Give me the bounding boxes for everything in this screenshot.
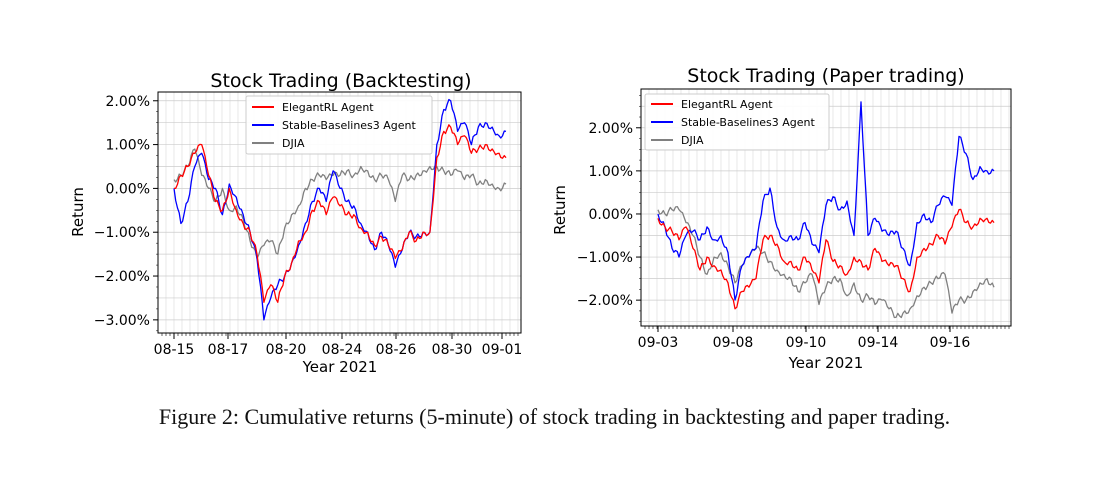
legend-label-djia: DJIA <box>681 134 704 147</box>
y-ticks: 2.00% 1.00% 0.00% −1.00% −2.00% −3.00% <box>94 94 158 332</box>
x-tick-label: 08-24 <box>322 342 363 358</box>
chart-backtesting: Stock Trading (Backtesting) 08-15 08-17 08… <box>69 70 522 376</box>
y-tick-label: −2.00% <box>94 269 150 285</box>
series-line-elegantrl-agent <box>174 124 507 303</box>
legend: ElegantRL Agent Stable-Baselines3 Agent … <box>644 93 830 151</box>
figure-caption: Figure 2: Cumulative returns (5-minute) … <box>158 404 951 429</box>
x-tick-label: 09-03 <box>638 335 679 351</box>
y-tick-label: 2.00% <box>589 121 633 137</box>
y-tick-label: 1.00% <box>106 138 150 154</box>
x-ticks: 08-15 08-17 08-20 08-24 08-26 08-30 09-01 <box>154 333 523 358</box>
x-tick-label: 09-08 <box>713 335 754 351</box>
x-tick-label: 09-01 <box>482 342 523 358</box>
legend-label-stable-baselines3: Stable-Baselines3 Agent <box>282 119 417 132</box>
y-axis-label: Return <box>551 185 569 235</box>
legend-label-elegantrl: ElegantRL Agent <box>282 101 374 114</box>
y-tick-label: −1.00% <box>94 225 150 241</box>
chart-title: Stock Trading (Backtesting) <box>210 70 471 92</box>
legend-label-elegantrl: ElegantRL Agent <box>681 98 773 111</box>
series-group <box>657 101 995 319</box>
x-tick-label: 09-10 <box>786 335 827 351</box>
chart-paper-trading: Stock Trading (Paper trading) 09-03 09-08… <box>551 65 1012 372</box>
plot-frame <box>157 91 522 334</box>
y-tick-label: 0.00% <box>106 181 150 197</box>
chart-title: Stock Trading (Paper trading) <box>687 65 964 87</box>
series-line-elegantrl-agent <box>657 208 995 310</box>
x-tick-label: 09-16 <box>930 335 971 351</box>
x-tick-label: 09-14 <box>858 335 899 351</box>
x-tick-label: 08-15 <box>154 342 195 358</box>
y-tick-label: 0.00% <box>589 207 633 223</box>
series-line-djia <box>657 205 995 319</box>
series-line-stable-baselines3-agent <box>173 98 507 321</box>
series-group <box>173 98 507 321</box>
x-axis-label: Year 2021 <box>788 354 864 372</box>
y-tick-label: −3.00% <box>94 313 150 329</box>
x-tick-label: 08-30 <box>432 342 473 358</box>
y-tick-label: 2.00% <box>106 94 150 110</box>
y-axis-label: Return <box>69 187 87 237</box>
series-line-djia <box>173 148 507 260</box>
series-line-stable-baselines3-agent <box>657 101 995 301</box>
y-tick-label: −1.00% <box>577 250 633 266</box>
y-tick-label: 1.00% <box>589 164 633 180</box>
x-tick-label: 08-26 <box>376 342 417 358</box>
y-tick-label: −2.00% <box>577 293 633 309</box>
legend: ElegantRL Agent Stable-Baselines3 Agent … <box>245 95 433 155</box>
legend-label-stable-baselines3: Stable-Baselines3 Agent <box>681 116 816 129</box>
y-ticks: 2.00% 1.00% 0.00% −1.00% −2.00% <box>577 95 641 322</box>
x-axis-label: Year 2021 <box>302 358 378 376</box>
x-tick-label: 08-17 <box>208 342 249 358</box>
x-tick-label: 08-20 <box>266 342 307 358</box>
legend-label-djia: DJIA <box>282 137 305 150</box>
x-ticks: 09-03 09-08 09-10 09-14 09-16 <box>638 326 1010 351</box>
plot-frame <box>640 88 1012 327</box>
